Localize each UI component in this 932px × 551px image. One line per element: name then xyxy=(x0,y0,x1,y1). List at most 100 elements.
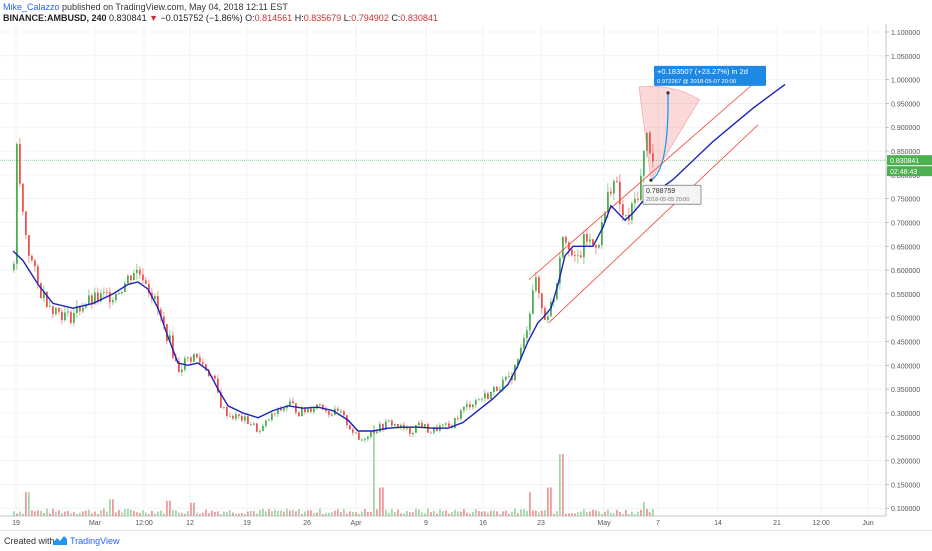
candle-body xyxy=(628,214,630,221)
volume-bar xyxy=(418,509,420,516)
volume-bar xyxy=(526,510,528,516)
candle-body xyxy=(556,283,558,300)
candle-body xyxy=(121,291,123,294)
projection-tool[interactable]: 0.788759 2018-05-05 20:00 +0.183507 (+23.2… xyxy=(638,65,766,205)
volume-bar xyxy=(541,510,543,516)
candle-body xyxy=(16,143,18,264)
price-axis[interactable]: 1.100000 1.050000 1.000000 0.950000 0.900000… xyxy=(885,24,932,537)
x-tick-label: 12:00 xyxy=(135,520,153,527)
volume-bar xyxy=(28,492,30,516)
volume-bar xyxy=(583,509,585,516)
y-tick-label: 0.400000 xyxy=(891,363,920,370)
tradingview-logo-icon[interactable] xyxy=(52,534,68,546)
candle-body xyxy=(487,393,489,400)
y-tick-label: 0.700000 xyxy=(891,220,920,227)
candle-body xyxy=(286,406,288,409)
y-tick-label: 0.150000 xyxy=(891,482,920,489)
volume-bar xyxy=(334,510,336,516)
y-tick-label: 0.350000 xyxy=(891,387,920,394)
volume-bar xyxy=(241,513,243,516)
candle-body xyxy=(388,420,390,422)
candle-body xyxy=(586,234,588,242)
volume-bar xyxy=(463,509,465,516)
candle-body xyxy=(268,419,270,421)
volume-bar xyxy=(367,511,369,516)
candle-body xyxy=(76,306,78,313)
volume-bar xyxy=(346,513,348,516)
x-tick-label: 19 xyxy=(243,520,251,527)
candle-body xyxy=(643,150,645,176)
time-axis[interactable]: 19 Mar 12:00 12 19 26 Apr 9 16 23 May 7 14 21 12:00 Jun xyxy=(0,515,886,527)
volume-bar xyxy=(562,454,564,516)
close-value: 0.830841 xyxy=(400,13,438,23)
candle-body xyxy=(271,413,273,420)
volume-bar xyxy=(451,511,453,516)
y-tick-label: 1.000000 xyxy=(891,78,920,85)
volume-bar xyxy=(412,512,414,516)
channel-upper-line xyxy=(528,79,759,280)
candle-body xyxy=(100,293,102,302)
y-tick-label: 0.850000 xyxy=(891,149,920,156)
volume-bar xyxy=(55,511,57,516)
candle-body xyxy=(64,312,66,321)
volume-bar xyxy=(169,500,171,516)
volume-bar xyxy=(589,511,591,516)
volume-bar xyxy=(481,511,483,516)
candlesticks xyxy=(13,130,654,443)
candle-body xyxy=(469,404,471,408)
moving-average xyxy=(12,83,786,432)
candle-body xyxy=(499,389,501,391)
volume-bar xyxy=(373,425,375,516)
candle-body xyxy=(649,132,651,154)
candle-body xyxy=(601,221,603,246)
volume-bar xyxy=(316,512,318,516)
candle-body xyxy=(523,338,525,348)
candle-body xyxy=(340,411,342,412)
candle-body xyxy=(331,414,333,416)
projection-label-box[interactable]: +0.183507 (+23.27%) in 2d 0.972267 @ 2018… xyxy=(654,65,766,86)
candle-body xyxy=(559,257,561,284)
volume-bar xyxy=(256,513,258,516)
volume-bar xyxy=(514,508,516,516)
volume-bar xyxy=(454,509,456,516)
volume-bar xyxy=(502,511,504,516)
volume-bar xyxy=(505,510,507,516)
volume-bar xyxy=(304,511,306,516)
volume-bar xyxy=(637,511,639,516)
candle-body xyxy=(205,364,207,371)
volume-bar xyxy=(592,509,594,516)
candle-body xyxy=(223,407,225,408)
candle-body xyxy=(358,432,360,440)
candle-body xyxy=(247,416,249,425)
low-label: L: xyxy=(343,13,352,23)
candle-body xyxy=(412,432,414,434)
candle-body xyxy=(82,307,84,312)
candle-body xyxy=(493,386,495,392)
candle-body xyxy=(460,410,462,419)
candle-body xyxy=(520,347,522,360)
volume-bar xyxy=(130,509,132,516)
volume-bar xyxy=(571,513,573,516)
author-link[interactable]: Mike_Calazzo xyxy=(3,2,60,12)
volume-bar xyxy=(211,510,213,516)
candle-body xyxy=(253,423,255,425)
start-price-label: 0.788759 xyxy=(646,188,675,195)
volume-bar xyxy=(160,510,162,516)
volume-bar xyxy=(271,511,273,516)
y-tick-label: 0.250000 xyxy=(891,435,920,442)
x-tick-label: 23 xyxy=(537,520,545,527)
volume-bar xyxy=(559,454,561,516)
candle-body xyxy=(640,175,642,200)
candle-body xyxy=(424,424,426,427)
candle-body xyxy=(220,392,222,408)
candle-body xyxy=(436,427,438,431)
volume-bar xyxy=(106,511,108,516)
volume-bar xyxy=(40,510,42,516)
volume-bar xyxy=(139,512,141,516)
candle-body xyxy=(418,422,420,426)
tradingview-link[interactable]: TradingView xyxy=(70,536,120,546)
candle-body xyxy=(169,335,171,341)
volume-bar xyxy=(112,499,114,516)
candle-body xyxy=(127,275,129,284)
